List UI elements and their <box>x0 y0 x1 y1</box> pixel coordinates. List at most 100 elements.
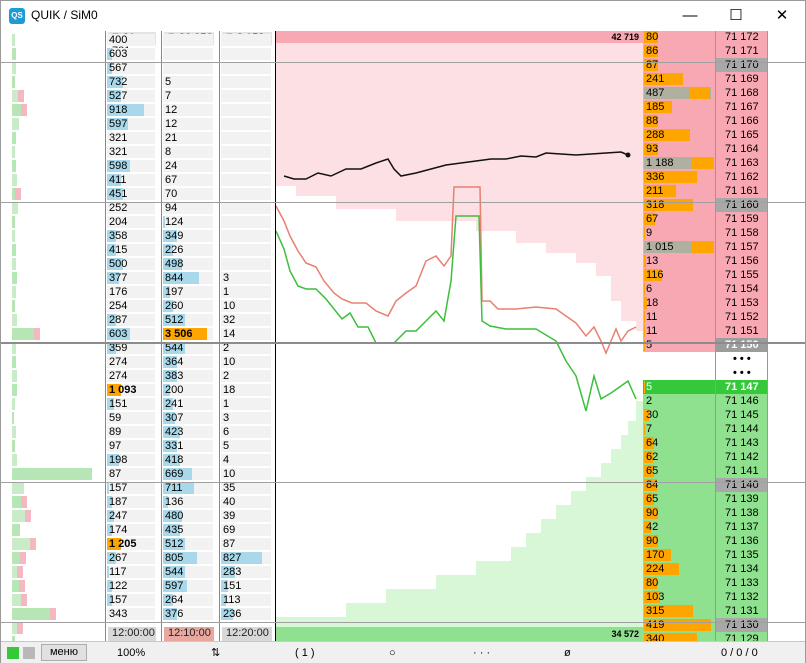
table-row[interactable]: 157 <box>106 481 159 495</box>
orderbook-size-row[interactable]: 224 <box>643 562 715 576</box>
table-row[interactable]: 200 <box>162 383 217 397</box>
orderbook-size-row[interactable]: 90 <box>643 506 715 520</box>
table-row[interactable]: 151 <box>220 579 275 593</box>
table-row[interactable]: 597 <box>162 579 217 593</box>
table-row[interactable]: 844 <box>162 271 217 285</box>
table-row[interactable]: 732 <box>106 75 159 89</box>
table-row[interactable]: 2 <box>220 341 275 355</box>
table-row[interactable]: 274 <box>106 355 159 369</box>
orderbook-size-row[interactable]: 90 <box>643 534 715 548</box>
orderbook-price-row[interactable]: 71 132 <box>715 590 767 604</box>
table-row[interactable]: 12 <box>162 103 217 117</box>
orderbook-size-row[interactable]: 80 <box>643 31 715 44</box>
table-row[interactable]: 254 <box>106 299 159 313</box>
table-row[interactable]: 204 <box>106 215 159 229</box>
orderbook-price-row[interactable]: 71 139 <box>715 492 767 506</box>
table-row[interactable] <box>220 89 275 103</box>
table-row[interactable]: 122 <box>106 579 159 593</box>
table-row[interactable]: 70 <box>162 187 217 201</box>
table-row[interactable]: 252 <box>106 201 159 215</box>
table-row[interactable] <box>220 201 275 215</box>
orderbook-size-row[interactable]: 5 <box>643 338 715 352</box>
orderbook-size-row[interactable]: 11 <box>643 324 715 338</box>
orderbook-size-row[interactable]: 62 <box>643 450 715 464</box>
orderbook-price-row[interactable]: 71 141 <box>715 464 767 478</box>
orderbook-size-row[interactable]: 241 <box>643 72 715 86</box>
table-row[interactable]: 174 <box>106 523 159 537</box>
table-row[interactable]: 283 <box>220 565 275 579</box>
orderbook-size-row[interactable]: 1 015 <box>643 240 715 254</box>
orderbook-size-row[interactable]: 487 <box>643 86 715 100</box>
table-row[interactable]: 2 <box>220 369 275 383</box>
table-row[interactable]: 5 <box>162 75 217 89</box>
orderbook-size-row[interactable]: 1 188 <box>643 156 715 170</box>
orderbook-size-row[interactable]: 86 <box>643 44 715 58</box>
orderbook-price-row[interactable]: 71 153 <box>715 296 767 310</box>
orderbook-price-row[interactable]: 71 146 <box>715 394 767 408</box>
table-row[interactable]: 1 093 <box>106 383 159 397</box>
orderbook-price-row[interactable]: 71 160 <box>715 198 767 212</box>
orderbook-price-row[interactable]: 71 138 <box>715 506 767 520</box>
table-row[interactable] <box>220 103 275 117</box>
table-row[interactable]: 359 <box>106 341 159 355</box>
table-row[interactable]: 10 <box>220 299 275 313</box>
orderbook-size-row[interactable]: 88 <box>643 114 715 128</box>
orderbook-size-row[interactable]: 336 <box>643 170 715 184</box>
table-row[interactable]: 603 <box>106 47 159 61</box>
orderbook-price-row[interactable]: 71 171 <box>715 44 767 58</box>
table-row[interactable]: 349 <box>162 229 217 243</box>
orderbook-price-row[interactable]: 71 143 <box>715 436 767 450</box>
orderbook-price-row[interactable]: 71 155 <box>715 268 767 282</box>
orderbook-price-row[interactable]: 71 140 <box>715 478 767 492</box>
maximize-button[interactable]: ☐ <box>713 1 759 31</box>
table-row[interactable]: 12 <box>162 117 217 131</box>
orderbook-size-row[interactable]: 103 <box>643 590 715 604</box>
orderbook-price-row[interactable]: 71 129 <box>715 632 767 641</box>
orderbook-size-row[interactable]: 65 <box>643 464 715 478</box>
table-row[interactable]: 236 <box>220 607 275 621</box>
orderbook-price-row[interactable]: 71 156 <box>715 254 767 268</box>
table-row[interactable]: 567 <box>106 61 159 75</box>
orderbook-price-row[interactable]: 71 147 <box>715 380 767 394</box>
empty-set-icon[interactable]: ø <box>564 647 571 659</box>
table-row[interactable]: 14 <box>220 327 275 341</box>
table-row[interactable]: 287 <box>106 313 159 327</box>
table-row[interactable] <box>220 215 275 229</box>
table-row[interactable]: 400 <box>106 33 159 47</box>
table-row[interactable]: 7 <box>162 89 217 103</box>
orderbook-price-row[interactable]: 71 169 <box>715 72 767 86</box>
table-row[interactable]: 274 <box>106 369 159 383</box>
orderbook-price-row[interactable]: 71 170 <box>715 58 767 72</box>
orderbook-price-row[interactable]: 71 172 <box>715 31 767 44</box>
orderbook-size-row[interactable]: 5 <box>643 380 715 394</box>
orderbook-price-row[interactable]: 71 144 <box>715 422 767 436</box>
orderbook-price-row[interactable]: 71 150 <box>715 338 767 352</box>
spread-chart[interactable]: 42 719 34 572 <box>275 31 643 641</box>
table-row[interactable]: 498 <box>162 257 217 271</box>
orderbook-size-row[interactable]: 84 <box>643 478 715 492</box>
table-row[interactable]: 364 <box>162 355 217 369</box>
table-row[interactable]: 39 <box>220 509 275 523</box>
orderbook-size-row[interactable]: 315 <box>643 604 715 618</box>
table-row[interactable]: 97 <box>106 439 159 453</box>
orderbook-price-row[interactable]: 71 136 <box>715 534 767 548</box>
table-row[interactable]: 117 <box>106 565 159 579</box>
table-row[interactable]: 94 <box>162 201 217 215</box>
table-row[interactable]: 264 <box>162 593 217 607</box>
orderbook-price-row[interactable]: 71 137 <box>715 520 767 534</box>
orderbook-size-row[interactable]: 67 <box>643 212 715 226</box>
orderbook-size-row[interactable]: 2 <box>643 394 715 408</box>
table-row[interactable]: 1 <box>220 397 275 411</box>
orderbook-price-row[interactable]: 71 152 <box>715 310 767 324</box>
table-row[interactable]: 113 <box>220 593 275 607</box>
table-row[interactable] <box>220 117 275 131</box>
orderbook-size-row[interactable]: 64 <box>643 436 715 450</box>
more-dots[interactable]: · · · <box>473 647 491 659</box>
orderbook-price-row[interactable]: 71 162 <box>715 170 767 184</box>
table-row[interactable]: 343 <box>106 607 159 621</box>
table-row[interactable]: 415 <box>106 243 159 257</box>
table-row[interactable]: 1 <box>220 285 275 299</box>
sort-icon[interactable]: ⇅ <box>211 647 221 659</box>
orderbook-price-row[interactable]: • • • <box>715 366 767 380</box>
table-row[interactable]: 805 <box>162 551 217 565</box>
